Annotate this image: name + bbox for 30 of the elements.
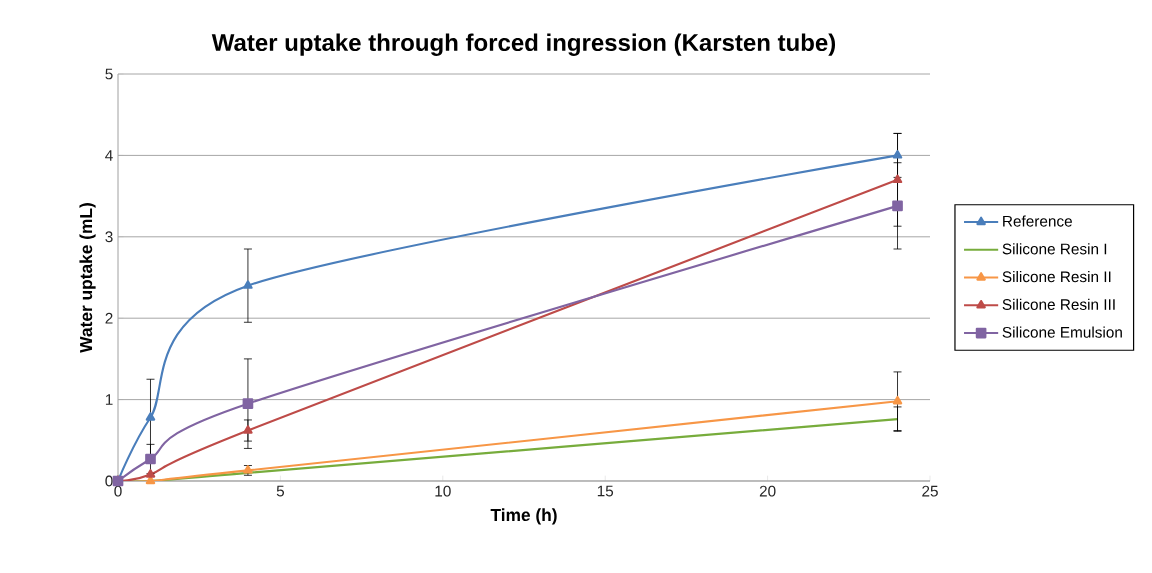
point bbox=[145, 453, 156, 465]
legend-label: Silicone Resin II bbox=[1002, 270, 1111, 283]
x-tick-label: 10 bbox=[435, 485, 451, 497]
x-tick-label: 5 bbox=[276, 485, 285, 497]
chart-title: Water uptake through forced ingression (Karsten tube) bbox=[211, 33, 836, 56]
x-tick-label: 15 bbox=[597, 485, 614, 497]
y-axis-title: Water uptake (mL) bbox=[79, 203, 96, 353]
y-tick-label: 4 bbox=[105, 150, 113, 161]
legend-label: Silicone Emulsion bbox=[1002, 326, 1122, 338]
point bbox=[892, 395, 903, 405]
point bbox=[892, 150, 903, 159]
point bbox=[892, 200, 903, 212]
legend-label: Reference bbox=[1003, 215, 1072, 227]
x-tick-label: 0 bbox=[114, 485, 122, 497]
legend-label: Silicone Resin I bbox=[1002, 243, 1107, 255]
point bbox=[145, 469, 156, 478]
point bbox=[242, 398, 254, 409]
point bbox=[892, 174, 903, 184]
point bbox=[243, 280, 253, 289]
y-tick-label: 1 bbox=[105, 394, 113, 405]
x-tick-label: 25 bbox=[922, 485, 938, 497]
point bbox=[145, 412, 156, 421]
x-tick-label: 20 bbox=[759, 485, 776, 497]
y-tick-label: 3 bbox=[105, 231, 113, 243]
y-tick-label: 5 bbox=[105, 68, 113, 80]
y-tick-label: 2 bbox=[105, 312, 113, 324]
x-axis-title: Time (h) bbox=[490, 508, 557, 525]
y-tick-label: 0 bbox=[105, 475, 113, 487]
legend-label: Silicone Resin III bbox=[1002, 298, 1115, 310]
point bbox=[243, 425, 253, 434]
